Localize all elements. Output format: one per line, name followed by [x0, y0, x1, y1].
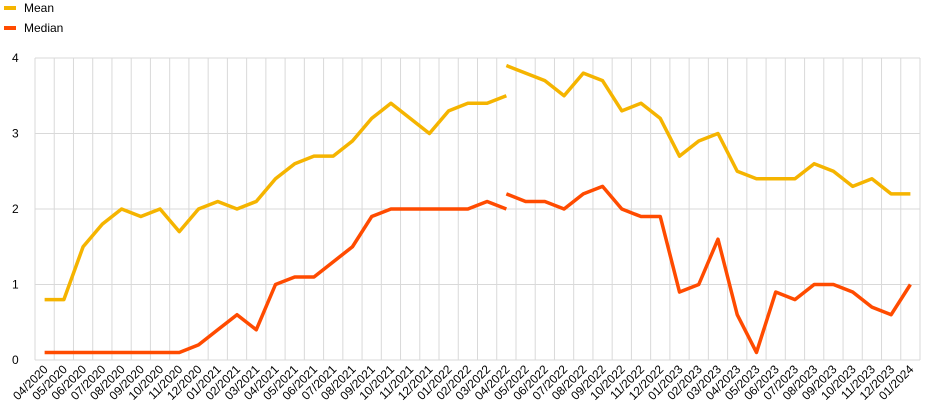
y-tick-label: 4: [12, 51, 19, 65]
y-tick-label: 0: [12, 353, 19, 367]
legend-label: Mean: [24, 1, 54, 15]
y-tick-label: 2: [12, 202, 19, 216]
legend-label: Median: [24, 21, 63, 35]
line-series: [44, 94, 507, 302]
y-tick-label: 3: [12, 127, 19, 141]
line-series: [505, 184, 912, 355]
y-tick-label: 1: [12, 278, 19, 292]
line-series: [44, 199, 507, 355]
line-series: [505, 63, 911, 196]
